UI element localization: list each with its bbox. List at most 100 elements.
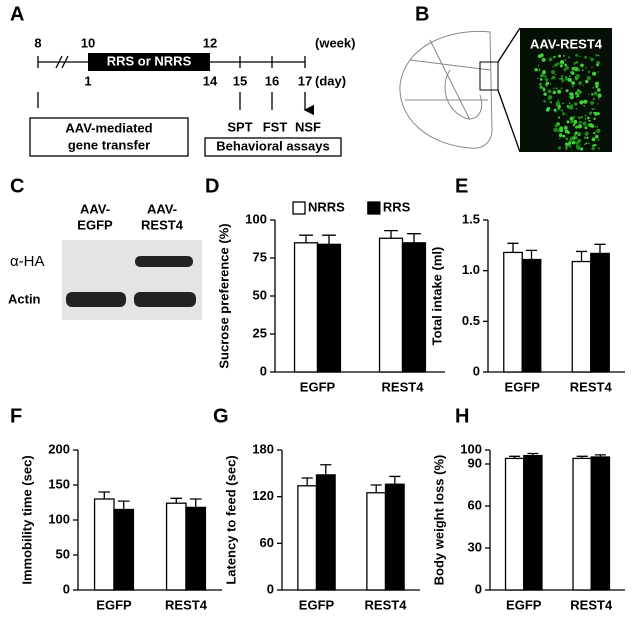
speck <box>549 83 552 85</box>
lane-label: AAV- <box>147 201 177 216</box>
speck <box>557 146 562 150</box>
bar <box>572 457 592 591</box>
panel-label: D <box>205 175 219 197</box>
day-label: 1 <box>84 73 91 88</box>
speck <box>539 78 543 81</box>
speck <box>584 55 587 59</box>
speck <box>578 120 582 124</box>
speck <box>588 123 594 128</box>
speck <box>559 64 563 68</box>
speck <box>584 114 587 117</box>
speck <box>578 81 582 85</box>
speck <box>596 128 601 133</box>
speck <box>552 87 555 90</box>
speck <box>565 147 568 150</box>
bar <box>571 260 592 373</box>
speck <box>590 111 592 113</box>
speck <box>594 125 597 128</box>
speck <box>556 62 560 65</box>
speck <box>597 54 600 57</box>
speck <box>592 144 595 147</box>
speck <box>542 70 546 75</box>
speck <box>568 102 571 104</box>
speck <box>566 104 570 108</box>
speck <box>598 147 601 150</box>
y-tick-label: 0 <box>63 581 70 596</box>
speck <box>593 132 596 135</box>
speck <box>568 75 571 77</box>
timeline-ticks <box>37 55 306 69</box>
error-bar <box>117 500 130 510</box>
error-bar <box>98 491 111 499</box>
speck <box>591 146 595 151</box>
speck <box>574 131 578 135</box>
panel-label: B <box>415 3 429 25</box>
speck <box>537 64 540 67</box>
error-bar <box>301 477 313 486</box>
bar <box>378 237 404 373</box>
test-label: SPT <box>227 119 252 134</box>
band-label: Actin <box>8 291 41 306</box>
speck <box>568 95 572 99</box>
y-tick-label: 0 <box>473 363 480 378</box>
speck <box>559 60 565 65</box>
speck <box>564 63 567 67</box>
speck <box>592 86 595 89</box>
speck <box>561 79 565 83</box>
speck <box>562 112 565 116</box>
zoom-lines <box>497 27 521 153</box>
speck <box>538 69 541 72</box>
lane-label: AAV- <box>80 201 110 216</box>
speck <box>590 101 594 105</box>
speck <box>567 141 572 145</box>
speck <box>540 75 542 77</box>
speck <box>573 63 576 66</box>
blot-band <box>134 292 196 307</box>
speck <box>585 142 588 145</box>
speck <box>592 98 595 101</box>
panel-label: C <box>10 175 24 197</box>
speck <box>588 142 590 145</box>
speck <box>577 116 581 120</box>
speck <box>563 55 565 57</box>
legend-label: NRRS <box>308 199 345 214</box>
bar <box>504 457 525 591</box>
y-tick-label: 90 <box>468 455 482 470</box>
speck <box>584 143 586 145</box>
speck <box>565 114 568 116</box>
x-tick-label: REST4 <box>382 379 425 394</box>
day-label: 14 <box>203 73 218 88</box>
speck <box>597 103 599 105</box>
speck <box>587 116 590 120</box>
transfer-label: gene transfer <box>68 137 150 152</box>
y-tick-label: 150 <box>48 476 70 491</box>
error-bar <box>320 464 332 475</box>
error-bar <box>594 243 606 254</box>
x-tick-label: EGFP <box>96 597 132 612</box>
bar <box>384 483 405 591</box>
error-bar <box>575 250 588 262</box>
x-tick-label: EGFP <box>506 597 542 612</box>
speck <box>595 54 598 57</box>
speck <box>538 82 543 86</box>
speck <box>575 108 578 110</box>
speck <box>597 138 600 141</box>
speck <box>543 100 546 103</box>
error-bar <box>322 234 336 245</box>
speck <box>554 123 559 128</box>
y-tick-label: 1.0 <box>462 262 480 277</box>
speck <box>534 68 538 72</box>
speck <box>596 126 599 128</box>
speck <box>597 71 600 73</box>
bar <box>113 508 135 591</box>
panel-label: F <box>10 405 22 427</box>
speck <box>548 57 553 62</box>
y-tick-label: 75 <box>253 249 267 264</box>
speck <box>575 53 578 57</box>
speck <box>540 86 543 89</box>
brain-outline <box>399 30 493 149</box>
speck <box>591 66 593 69</box>
speck <box>580 63 584 68</box>
speck <box>575 74 580 79</box>
transfer-box <box>29 117 189 157</box>
